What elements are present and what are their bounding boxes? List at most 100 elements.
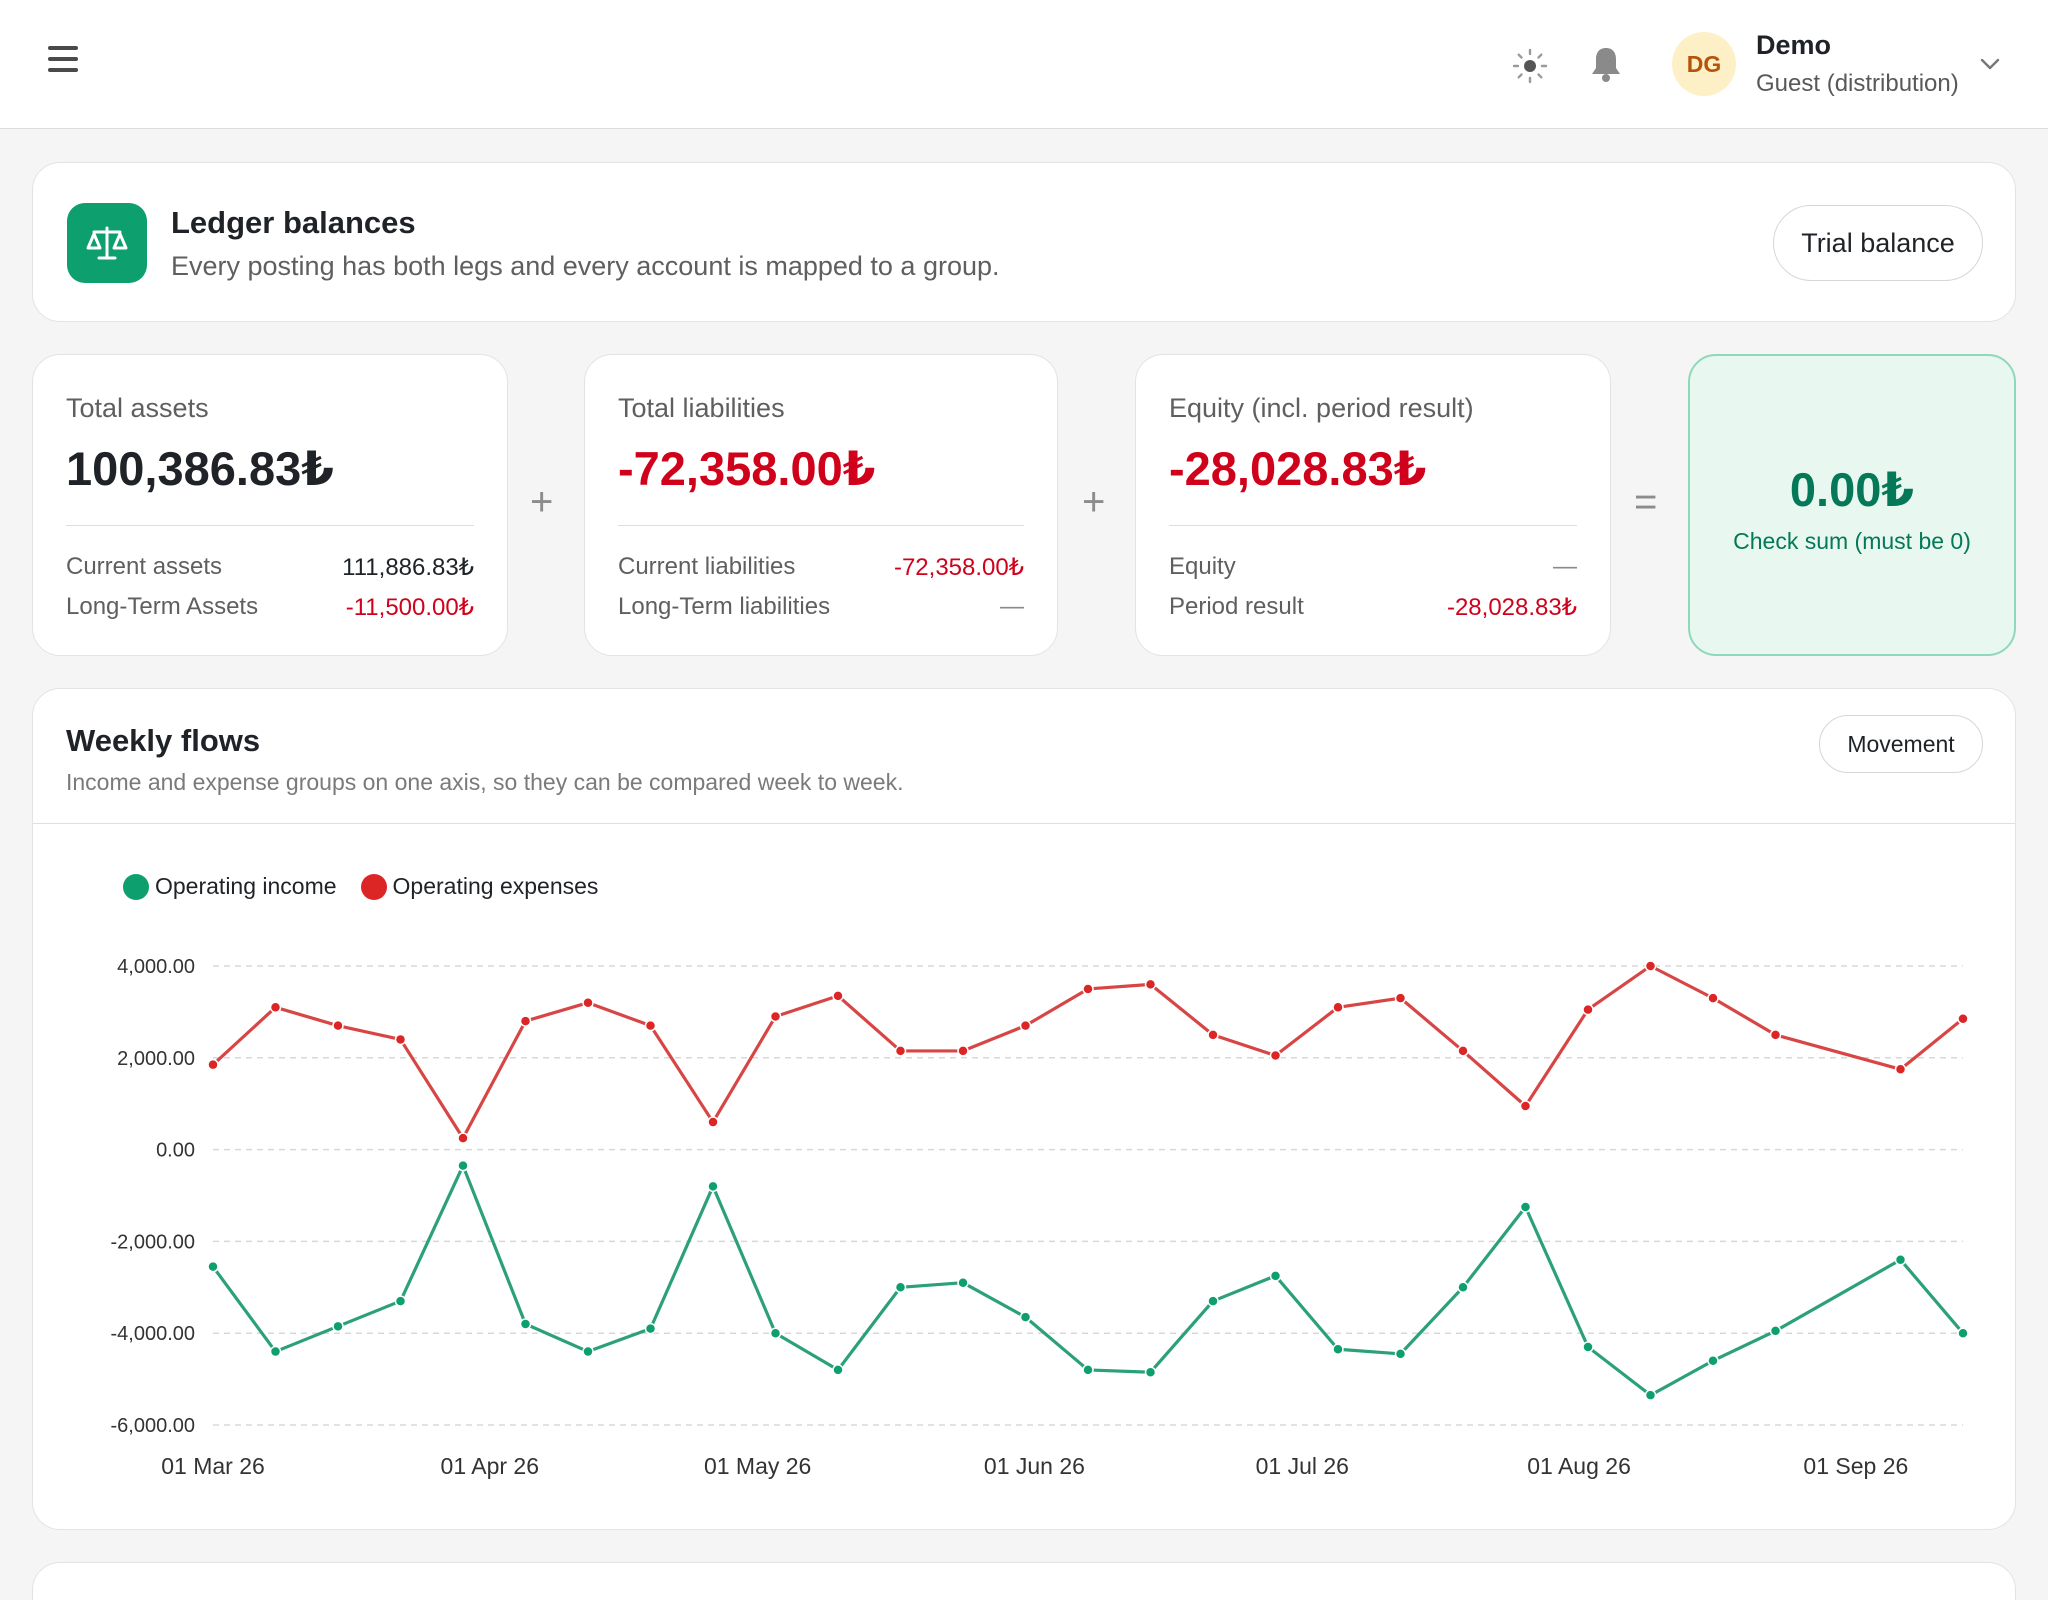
data-point	[769, 1327, 782, 1339]
x-tick-label: 01 Aug 26	[1527, 1453, 1631, 1479]
data-point	[1957, 1013, 1969, 1025]
row-label: Current liabilities	[618, 553, 796, 580]
x-tick-label: 01 May 26	[704, 1453, 811, 1479]
data-point	[1082, 1364, 1094, 1376]
data-point	[332, 1019, 344, 1032]
weekly-flows-card: Weekly flows Income and expense groups o…	[32, 688, 2016, 1530]
equals-operator: =	[1634, 480, 1658, 524]
check-sum-label: Check sum (must be 0)	[1733, 528, 1971, 554]
divider	[33, 823, 2015, 824]
data-point	[519, 1318, 532, 1330]
user-name[interactable]: Demo	[1756, 30, 1832, 60]
row-value: -11,500.00₺	[345, 594, 474, 621]
weekly-flows-chart: 4,000.00 2,000.00 0.00 -2,000.00 -4,000.00 -6…	[110, 956, 1969, 1479]
data-point	[644, 1322, 657, 1335]
stat-label: Equity (incl. period result)	[1169, 393, 1474, 423]
data-point	[644, 1019, 657, 1032]
legend-item-expenses[interactable]: Operating expenses	[360, 873, 598, 900]
stat-label: Total assets	[66, 393, 209, 423]
data-point	[832, 990, 844, 1002]
x-tick-label: 01 Sep 26	[1803, 1453, 1908, 1479]
stat-value: -72,358.00₺	[618, 442, 876, 495]
data-point	[707, 1180, 719, 1193]
x-tick-label: 01 Jun 26	[984, 1453, 1085, 1479]
data-point	[1894, 1063, 1907, 1076]
data-point	[1332, 1343, 1344, 1356]
data-point	[1519, 1201, 1532, 1213]
data-point	[1207, 1295, 1219, 1307]
chevron-down-icon[interactable]	[1976, 52, 2004, 76]
y-tick-label: -2,000.00	[110, 1231, 195, 1253]
data-point	[207, 1260, 219, 1273]
data-point	[1019, 1311, 1032, 1323]
equity-card: Equity (incl. period result) -28,028.83₺…	[1135, 354, 1611, 656]
divider	[66, 525, 474, 526]
divider	[618, 525, 1024, 526]
row-label: Current assets	[66, 553, 223, 580]
y-tick-label: 0.00	[156, 1140, 195, 1162]
legend-swatch-income	[123, 873, 149, 900]
row-label: Equity	[1169, 553, 1236, 580]
row-value: —	[1000, 593, 1024, 620]
page-subtitle: Every posting has both legs and every ac…	[171, 251, 1000, 281]
stat-row: Period result -28,028.83₺	[1169, 593, 1577, 622]
data-point	[1707, 1354, 1719, 1367]
data-point	[1644, 1389, 1657, 1401]
trial-balance-button[interactable]: Trial balance	[1773, 205, 1983, 281]
data-point	[207, 1058, 219, 1071]
theme-toggle-sun-icon[interactable]	[1510, 46, 1550, 86]
stat-row: Equity —	[1169, 553, 1577, 581]
data-point	[1644, 960, 1657, 972]
divider	[1169, 525, 1577, 526]
data-point	[1582, 1341, 1594, 1353]
check-sum-card: 0.00₺ Check sum (must be 0)	[1688, 354, 2016, 656]
data-point	[894, 1045, 907, 1057]
data-point	[582, 996, 594, 1009]
user-avatar[interactable]: DG	[1672, 32, 1736, 96]
row-label: Long-Term Assets	[66, 593, 259, 620]
stat-label: Total liabilities	[618, 393, 785, 423]
data-point	[1582, 1003, 1594, 1016]
data-point	[269, 1001, 282, 1014]
stat-row: Current assets 111,886.83₺	[66, 553, 474, 582]
data-point	[957, 1045, 969, 1057]
total-liabilities-card: Total liabilities -72,358.00₺ Current li…	[584, 354, 1058, 656]
top-bar: DG Demo Guest (distribution)	[0, 0, 2048, 129]
notifications-bell-icon[interactable]	[1586, 44, 1626, 86]
data-point	[1269, 1270, 1282, 1282]
y-tick-label: 4,000.00	[117, 956, 195, 978]
chart-legend: Operating income Operating expenses	[123, 873, 622, 900]
page-title: Ledger balances	[171, 205, 416, 240]
menu-icon[interactable]	[48, 46, 88, 80]
row-value: —	[1553, 553, 1577, 580]
row-label: Long-Term liabilities	[618, 593, 831, 620]
legend-item-income[interactable]: Operating income	[123, 873, 337, 900]
next-card	[32, 1562, 2016, 1600]
stat-row: Long-Term liabilities —	[618, 593, 1024, 621]
data-point	[894, 1281, 907, 1294]
ledger-header-card: Ledger balances Every posting has both l…	[32, 162, 2016, 322]
y-tick-label: -4,000.00	[110, 1323, 195, 1345]
row-value: -72,358.00₺	[893, 554, 1024, 581]
stat-row: Long-Term Assets -11,500.00₺	[66, 593, 474, 622]
data-point	[457, 1159, 469, 1172]
movement-button[interactable]: Movement	[1819, 715, 1983, 773]
plus-operator: +	[530, 480, 554, 524]
data-point	[1519, 1100, 1532, 1112]
chart-title: Weekly flows	[66, 723, 261, 758]
total-assets-card: Total assets 100,386.83₺ Current assets …	[32, 354, 508, 656]
data-point	[1769, 1325, 1782, 1337]
x-tick-label: 01 Jul 26	[1256, 1453, 1349, 1479]
data-point	[269, 1345, 282, 1358]
x-tick-label: 01 Mar 26	[161, 1453, 265, 1479]
legend-label: Operating income	[155, 873, 337, 899]
plus-operator: +	[1082, 480, 1106, 524]
legend-swatch-expenses	[360, 873, 387, 900]
data-point	[1457, 1045, 1469, 1057]
chart-subtitle: Income and expense groups on one axis, s…	[66, 769, 904, 795]
data-point	[519, 1015, 532, 1027]
row-value: 111,886.83₺	[342, 554, 474, 581]
user-role: Guest (distribution)	[1756, 70, 1959, 97]
scale-icon	[67, 203, 147, 283]
data-point	[1894, 1254, 1907, 1266]
